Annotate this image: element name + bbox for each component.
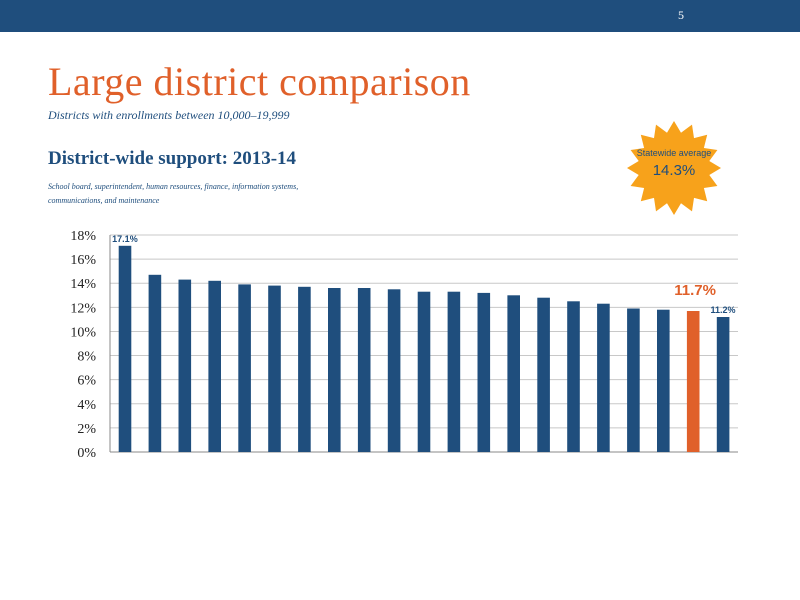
- bar: [417, 291, 431, 452]
- statewide-average-badge: Statewide average 14.3%: [626, 148, 722, 179]
- bar: [477, 292, 491, 452]
- bar: [178, 279, 192, 452]
- y-tick-label: 8%: [77, 350, 96, 365]
- bar: [208, 280, 221, 452]
- bar: [597, 303, 610, 452]
- bar: [627, 308, 640, 452]
- y-tick-label: 12%: [70, 301, 96, 316]
- bar: [148, 274, 162, 452]
- bar: [387, 289, 401, 453]
- bar: [686, 311, 700, 452]
- data-label: 11.2%: [711, 305, 736, 315]
- bar: [716, 317, 730, 452]
- bar: [268, 285, 281, 452]
- data-label: 11.7%: [674, 282, 716, 299]
- section-description: School board, superintendent, human reso…: [48, 182, 299, 205]
- bar: [657, 309, 670, 452]
- badge-label: Statewide average: [636, 148, 712, 158]
- y-tick-label: 4%: [77, 398, 96, 413]
- bar: [238, 284, 251, 452]
- bar: [118, 245, 132, 452]
- badge-value: 14.3%: [652, 162, 696, 179]
- y-tick-label: 10%: [70, 325, 96, 340]
- bar: [537, 297, 550, 452]
- bar: [298, 286, 311, 452]
- y-tick-label: 14%: [70, 277, 96, 292]
- bar: [447, 291, 461, 452]
- y-tick-label: 6%: [77, 374, 96, 389]
- y-tick-label: 18%: [70, 229, 96, 244]
- data-label: 17.1%: [112, 234, 138, 244]
- bar: [567, 301, 580, 452]
- bar-chart: 0%2%4%6%8%10%12%14%16%18%Richland TwoLex…: [70, 229, 738, 461]
- slide-title: Large district comparison: [48, 59, 471, 104]
- starburst-badge-shape: [627, 121, 721, 215]
- slide-number: 5: [678, 8, 684, 22]
- bar: [507, 295, 520, 452]
- bar: [357, 288, 371, 452]
- top-bar: 5: [0, 0, 800, 32]
- y-tick-label: 0%: [77, 446, 96, 461]
- slide-subtitle: Districts with enrollments between 10,00…: [48, 108, 290, 122]
- y-tick-label: 16%: [70, 253, 96, 268]
- section-heading: District-wide support: 2013-14: [48, 148, 297, 169]
- bar: [328, 288, 341, 452]
- y-tick-label: 2%: [77, 422, 96, 437]
